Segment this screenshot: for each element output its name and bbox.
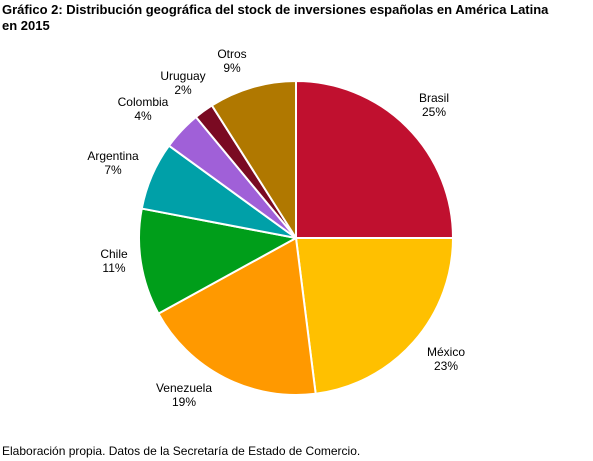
slice-percent: 23%	[434, 359, 458, 373]
slice-label-méxico: México 23%	[427, 345, 465, 373]
slice-percent: 9%	[223, 61, 241, 75]
slice-name: Uruguay	[160, 69, 205, 83]
slice-label-venezuela: Venezuela 19%	[156, 381, 212, 409]
pie-slice-brasil	[295, 80, 454, 239]
pie-slice-venezuela	[157, 237, 317, 396]
chart-title-line2: en 2015	[2, 18, 50, 33]
slice-percent: 2%	[174, 83, 192, 97]
source-note: Elaboración propia. Datos de la Secretar…	[2, 444, 361, 458]
chart-title-line1: Gráfico 2: Distribución geográfica del s…	[2, 2, 549, 17]
slice-label-chile: Chile 11%	[100, 247, 128, 275]
slice-percent: 11%	[102, 261, 125, 275]
slice-percent: 19%	[172, 395, 196, 409]
slice-percent: 4%	[134, 109, 152, 123]
chart-title: Gráfico 2: Distribución geográfica del s…	[2, 2, 587, 34]
slice-name: Colombia	[118, 95, 169, 109]
pie-chart: Brasil 25% México 23% Venezuela 19% Chile 11% Ar…	[87, 47, 465, 409]
slice-label-brasil: Brasil 25%	[419, 91, 449, 119]
slice-label-uruguay: Uruguay 2%	[160, 69, 205, 97]
slice-label-argentina: Argentina 7%	[87, 149, 139, 177]
slice-label-otros: Otros 9%	[217, 47, 246, 75]
slice-name: Otros	[217, 47, 246, 61]
slice-percent: 25%	[422, 105, 446, 119]
slice-label-colombia: Colombia 4%	[118, 95, 169, 123]
slice-name: Chile	[100, 247, 128, 261]
pie-slice-méxico	[295, 237, 454, 395]
pie-slice-otros	[210, 80, 297, 239]
slice-percent: 7%	[104, 163, 122, 177]
slice-name: Argentina	[87, 149, 139, 163]
slice-name: México	[427, 345, 465, 359]
slice-name: Venezuela	[156, 381, 212, 395]
pie-slice-chile	[137, 207, 297, 315]
slice-name: Brasil	[419, 91, 449, 105]
